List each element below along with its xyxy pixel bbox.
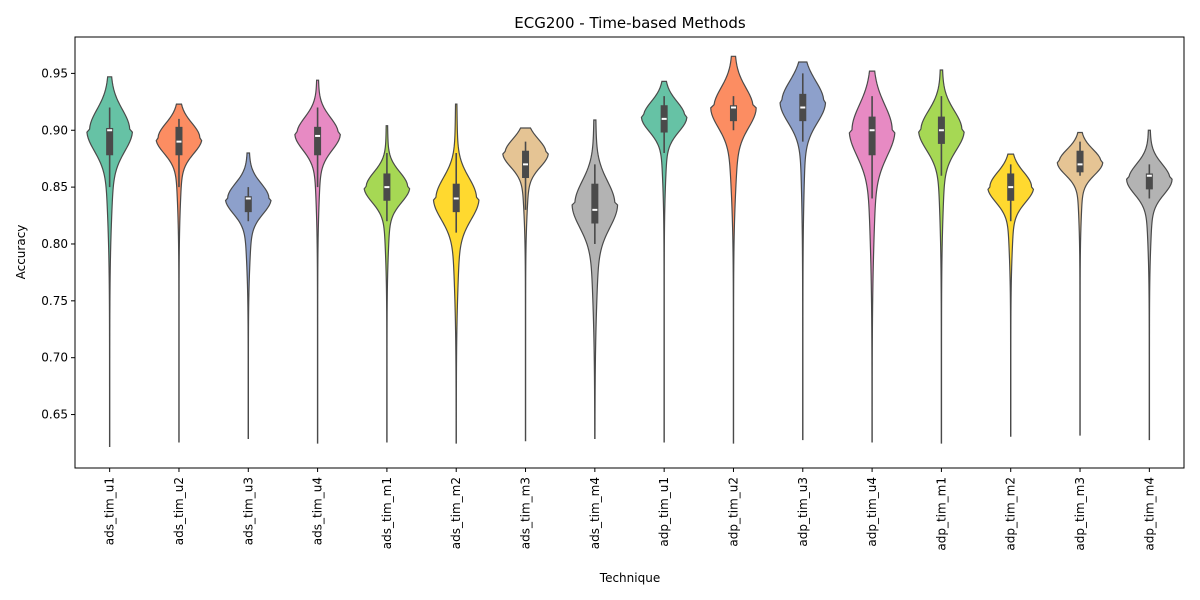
y-tick-label: 0.70 bbox=[41, 351, 68, 365]
x-axis: ads_tim_u1 ads_tim_u2 ads_tim_u3 ads_tim_u4… bbox=[103, 468, 1156, 551]
violin-body bbox=[779, 61, 827, 441]
x-tick-label: ads_tim_m3 bbox=[519, 477, 533, 549]
y-tick-label: 0.85 bbox=[41, 180, 68, 194]
violin-body bbox=[571, 119, 619, 440]
x-tick-label: adp_tim_m2 bbox=[1004, 477, 1018, 551]
x-tick-label: adp_tim_m1 bbox=[934, 477, 948, 551]
x-tick-label: ads_tim_m1 bbox=[380, 477, 394, 549]
plot-frame bbox=[74, 36, 1185, 469]
y-axis-label: Accuracy bbox=[14, 225, 28, 280]
chart-title: ECG200 - Time-based Methods bbox=[514, 14, 746, 32]
violin-iqr-box bbox=[314, 126, 322, 156]
violin-body bbox=[1125, 129, 1173, 441]
y-tick-label: 0.75 bbox=[41, 294, 68, 308]
x-tick-label: ads_tim_m4 bbox=[588, 477, 602, 549]
y-tick-label: 0.65 bbox=[41, 408, 68, 422]
violin-body bbox=[86, 76, 134, 447]
violin-body bbox=[502, 127, 549, 442]
x-tick-label: adp_tim_u1 bbox=[657, 477, 671, 547]
x-tick-label: ads_tim_u1 bbox=[103, 477, 117, 545]
y-tick-label: 0.95 bbox=[41, 66, 68, 80]
violin-iqr-box bbox=[244, 196, 252, 213]
violin-iqr-box bbox=[591, 183, 599, 224]
y-axis: 0.65 0.70 0.75 0.80 0.85 0.90 0.95 bbox=[41, 66, 75, 422]
violin-body bbox=[640, 80, 688, 443]
violin-body bbox=[710, 55, 757, 444]
x-tick-label: ads_tim_u3 bbox=[241, 477, 255, 545]
y-tick-label: 0.80 bbox=[41, 237, 68, 251]
x-tick-label: adp_tim_u4 bbox=[865, 477, 879, 547]
violin-body bbox=[1056, 131, 1104, 436]
violin-iqr-box bbox=[868, 116, 876, 156]
violin-iqr-box bbox=[729, 105, 737, 122]
x-axis-label: Technique bbox=[599, 571, 660, 585]
violin-body bbox=[155, 103, 203, 443]
x-tick-label: adp_tim_m4 bbox=[1142, 477, 1156, 551]
violin-body bbox=[363, 125, 411, 443]
violin-group bbox=[86, 55, 1173, 447]
x-tick-label: ads_tim_u2 bbox=[172, 477, 186, 545]
violin-body bbox=[432, 103, 480, 444]
violin-body bbox=[848, 70, 896, 443]
x-tick-label: ads_tim_m2 bbox=[449, 477, 463, 549]
violin-body bbox=[224, 152, 272, 440]
violin-body bbox=[294, 79, 341, 444]
x-tick-label: adp_tim_u3 bbox=[796, 477, 810, 547]
x-tick-label: adp_tim_u2 bbox=[726, 477, 740, 547]
violin-iqr-box bbox=[1145, 173, 1153, 190]
violin-iqr-box bbox=[1076, 150, 1084, 173]
violin-iqr-box bbox=[106, 127, 114, 156]
x-tick-label: adp_tim_m3 bbox=[1073, 477, 1087, 551]
violin-body bbox=[918, 69, 965, 444]
y-tick-label: 0.90 bbox=[41, 123, 68, 137]
x-tick-label: ads_tim_u4 bbox=[311, 477, 325, 545]
violin-body bbox=[987, 153, 1035, 437]
